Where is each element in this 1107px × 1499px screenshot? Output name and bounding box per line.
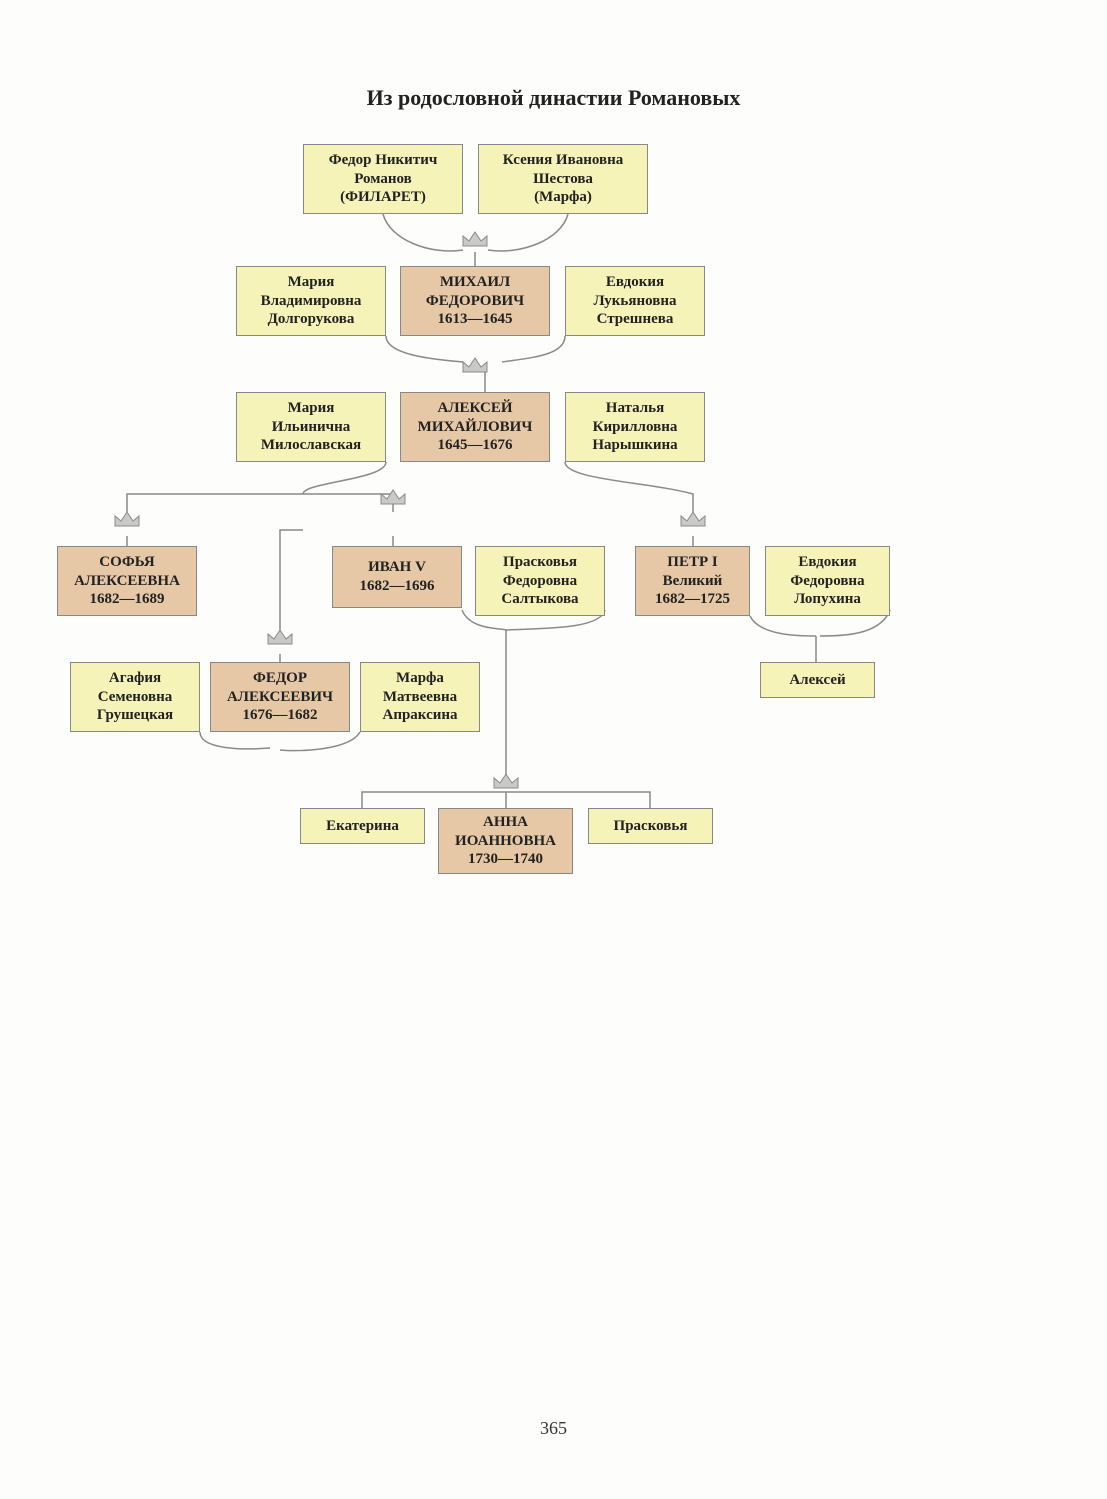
node-anna: АННАИОАННОВНА1730—1740: [438, 808, 573, 874]
node-line: Екатерина: [307, 817, 418, 836]
node-line: Стрешнева: [572, 310, 698, 329]
node-line: СОФЬЯ: [64, 553, 190, 572]
page-number: 365: [0, 1418, 1107, 1439]
node-line: ИОАННОВНА: [445, 832, 566, 851]
node-saltykova: ПрасковьяФедоровнаСалтыкова: [475, 546, 605, 616]
node-line: Алексей: [767, 671, 868, 690]
crown-icon: [381, 490, 405, 504]
node-ivan5: ИВАН V1682—1696: [332, 546, 462, 608]
crown-icon: [681, 512, 705, 526]
node-line: Долгорукова: [243, 310, 379, 329]
crown-icon: [494, 774, 518, 788]
node-line: Лопухина: [772, 590, 883, 609]
node-line: (Марфа): [485, 188, 641, 207]
node-line: АЛЕКСЕЕВНА: [64, 572, 190, 591]
node-grushets: АгафияСеменовнаГрушецкая: [70, 662, 200, 732]
node-line: ПЕТР I: [642, 553, 743, 572]
node-line: Милославская: [243, 436, 379, 455]
page: Из родословной династии Романовых Федор …: [0, 0, 1107, 1499]
node-ekaterina: Екатерина: [300, 808, 425, 844]
node-line: 1682—1689: [64, 590, 190, 609]
node-line: Федоровна: [482, 572, 598, 591]
crown-icon: [268, 630, 292, 644]
node-line: (ФИЛАРЕТ): [310, 188, 456, 207]
node-line: Марфа: [367, 669, 473, 688]
node-line: 1613—1645: [407, 310, 543, 329]
node-line: Грушецкая: [77, 706, 193, 725]
node-apraksina: МарфаМатвеевнаАпраксина: [360, 662, 480, 732]
node-alexeip: Алексей: [760, 662, 875, 698]
node-petr1: ПЕТР IВеликий1682—1725: [635, 546, 750, 616]
node-dolgoruk: МарияВладимировнаДолгорукова: [236, 266, 386, 336]
node-sofia: СОФЬЯАЛЕКСЕЕВНА1682—1689: [57, 546, 197, 616]
node-line: АЛЕКСЕЕВИЧ: [217, 688, 343, 707]
node-lopukhina: ЕвдокияФедоровнаЛопухина: [765, 546, 890, 616]
node-line: Ильинична: [243, 418, 379, 437]
node-line: АЛЕКСЕЙ: [407, 399, 543, 418]
node-line: Евдокия: [772, 553, 883, 572]
crown-icon: [463, 232, 487, 246]
node-line: ИВАН V: [339, 558, 455, 577]
node-line: ФЕДОР: [217, 669, 343, 688]
node-line: 1676—1682: [217, 706, 343, 725]
node-alexei: АЛЕКСЕЙМИХАЙЛОВИЧ1645—1676: [400, 392, 550, 462]
node-fedor3: ФЕДОРАЛЕКСЕЕВИЧ1676—1682: [210, 662, 350, 732]
node-line: Федор Никитич: [310, 151, 456, 170]
node-line: МИХАИЛ: [407, 273, 543, 292]
node-line: Мария: [243, 399, 379, 418]
node-line: Матвеевна: [367, 688, 473, 707]
node-line: АННА: [445, 813, 566, 832]
node-line: Евдокия: [572, 273, 698, 292]
node-mikhail: МИХАИЛФЕДОРОВИЧ1613—1645: [400, 266, 550, 336]
family-tree: Федор НикитичРоманов(ФИЛАРЕТ)Ксения Иван…: [0, 0, 1107, 1100]
node-streshneva: ЕвдокияЛукьяновнаСтрешнева: [565, 266, 705, 336]
node-line: Агафия: [77, 669, 193, 688]
node-line: 1682—1696: [339, 577, 455, 596]
node-line: Федоровна: [772, 572, 883, 591]
node-line: Мария: [243, 273, 379, 292]
node-line: Прасковья: [482, 553, 598, 572]
node-line: 1645—1676: [407, 436, 543, 455]
node-line: Наталья: [572, 399, 698, 418]
node-line: 1730—1740: [445, 850, 566, 869]
node-miloslav: МарияИльиничнаМилославская: [236, 392, 386, 462]
node-line: Владимировна: [243, 292, 379, 311]
node-line: Лукьяновна: [572, 292, 698, 311]
node-shestova: Ксения ИвановнаШестова(Марфа): [478, 144, 648, 214]
node-line: Великий: [642, 572, 743, 591]
node-line: Романов: [310, 170, 456, 189]
node-line: Ксения Ивановна: [485, 151, 641, 170]
node-line: МИХАЙЛОВИЧ: [407, 418, 543, 437]
node-line: Нарышкина: [572, 436, 698, 455]
crown-icon: [115, 512, 139, 526]
node-naryshkina: НатальяКирилловнаНарышкина: [565, 392, 705, 462]
node-filaret: Федор НикитичРоманов(ФИЛАРЕТ): [303, 144, 463, 214]
node-line: ФЕДОРОВИЧ: [407, 292, 543, 311]
crown-icon: [463, 358, 487, 372]
node-line: Апраксина: [367, 706, 473, 725]
node-line: Прасковья: [595, 817, 706, 836]
node-line: Семеновна: [77, 688, 193, 707]
node-line: Салтыкова: [482, 590, 598, 609]
node-praskovya: Прасковья: [588, 808, 713, 844]
node-line: Шестова: [485, 170, 641, 189]
node-line: Кирилловна: [572, 418, 698, 437]
node-line: 1682—1725: [642, 590, 743, 609]
